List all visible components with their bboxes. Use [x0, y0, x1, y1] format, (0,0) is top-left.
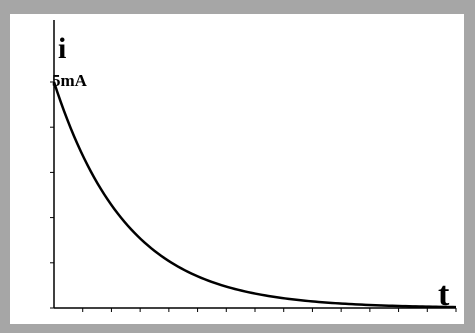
y-axis-label: i	[58, 32, 67, 65]
chart-axes	[53, 20, 456, 309]
decay-curve-line	[52, 81, 457, 309]
x-axis-label: t	[438, 276, 450, 313]
chart-ticks	[50, 81, 457, 312]
peak-annotation: 5mA	[52, 71, 87, 90]
chart-svg	[50, 20, 457, 312]
chart-frame: i t 5mA	[10, 14, 464, 324]
